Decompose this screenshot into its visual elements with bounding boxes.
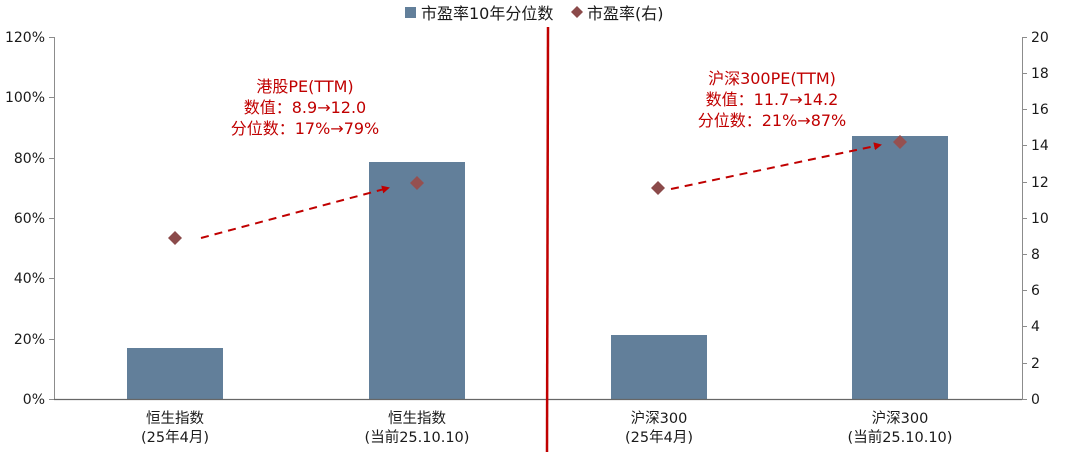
left-tick-label: 0% <box>23 392 45 408</box>
bar-hsi-current <box>369 162 465 399</box>
right-tick-label: 14 <box>1031 138 1049 154</box>
pe-markers <box>168 135 907 245</box>
hk-annotation-pct: 分位数：17%→79% <box>231 119 380 138</box>
csi-annotation-value: 数值：11.7→14.2 <box>706 90 839 109</box>
left-y-axis <box>49 37 55 400</box>
category-label: 恒生指数 <box>146 410 204 427</box>
left-y-tick-labels: 0% 20% 40% 60% 80% 100% 120% <box>5 30 45 408</box>
csi-annotation-pct: 分位数：21%→87% <box>698 111 847 130</box>
right-tick-label: 16 <box>1031 102 1049 118</box>
category-sublabel: (25年4月) <box>141 429 209 446</box>
csi-annotation-title: 沪深300PE(TTM) <box>708 69 836 88</box>
left-tick-label: 20% <box>14 332 45 348</box>
bar-csi300-current <box>852 136 948 399</box>
hk-trend-arrow <box>200 185 390 239</box>
csi-trend-arrow <box>670 142 882 190</box>
left-tick-label: 40% <box>14 271 45 287</box>
pe-diamond-icon <box>893 135 907 149</box>
category-sublabel: (当前25.10.10) <box>848 429 953 446</box>
legend-diamond-icon <box>571 6 583 18</box>
x-category-labels: 恒生指数 (25年4月) 恒生指数 (当前25.10.10) 沪深300 (25… <box>141 410 952 446</box>
legend-bar-swatch-icon <box>405 7 416 18</box>
legend-marker-label: 市盈率(右) <box>587 4 664 23</box>
left-tick-label: 120% <box>5 30 45 46</box>
pe-diamond-icon <box>410 176 424 190</box>
hk-annotation: 港股PE(TTM) 数值：8.9→12.0 分位数：17%→79% <box>231 77 380 138</box>
hk-annotation-title: 港股PE(TTM) <box>256 77 353 96</box>
right-tick-label: 10 <box>1031 211 1049 227</box>
right-tick-label: 8 <box>1031 247 1040 263</box>
left-tick-label: 80% <box>14 151 45 167</box>
csi-annotation: 沪深300PE(TTM) 数值：11.7→14.2 分位数：21%→87% <box>698 69 847 130</box>
right-tick-label: 20 <box>1031 30 1049 46</box>
left-tick-label: 100% <box>5 90 45 106</box>
right-tick-label: 0 <box>1031 392 1040 408</box>
right-tick-label: 6 <box>1031 283 1040 299</box>
legend: 市盈率10年分位数 市盈率(右) <box>405 4 664 23</box>
category-sublabel: (25年4月) <box>625 429 693 446</box>
right-tick-label: 18 <box>1031 66 1049 82</box>
hk-annotation-value: 数值：8.9→12.0 <box>244 98 366 117</box>
bar-csi300-apr25 <box>611 335 707 399</box>
section-divider <box>545 26 550 453</box>
legend-bar-label: 市盈率10年分位数 <box>421 4 553 23</box>
category-label: 恒生指数 <box>388 410 446 427</box>
pe-diamond-icon <box>651 181 665 195</box>
category-sublabel: (当前25.10.10) <box>365 429 470 446</box>
bar-hsi-apr25 <box>127 348 223 399</box>
right-tick-label: 4 <box>1031 319 1040 335</box>
left-tick-label: 60% <box>14 211 45 227</box>
right-tick-label: 12 <box>1031 175 1049 191</box>
right-y-tick-labels: 0 2 4 6 8 10 12 14 16 18 20 <box>1031 30 1049 408</box>
right-y-axis <box>1022 37 1027 400</box>
trend-arrows <box>200 142 882 239</box>
right-tick-label: 2 <box>1031 356 1040 372</box>
category-label: 沪深300 <box>631 410 688 427</box>
bar-series <box>127 136 948 399</box>
pe-diamond-icon <box>168 231 182 245</box>
category-label: 沪深300 <box>872 410 929 427</box>
